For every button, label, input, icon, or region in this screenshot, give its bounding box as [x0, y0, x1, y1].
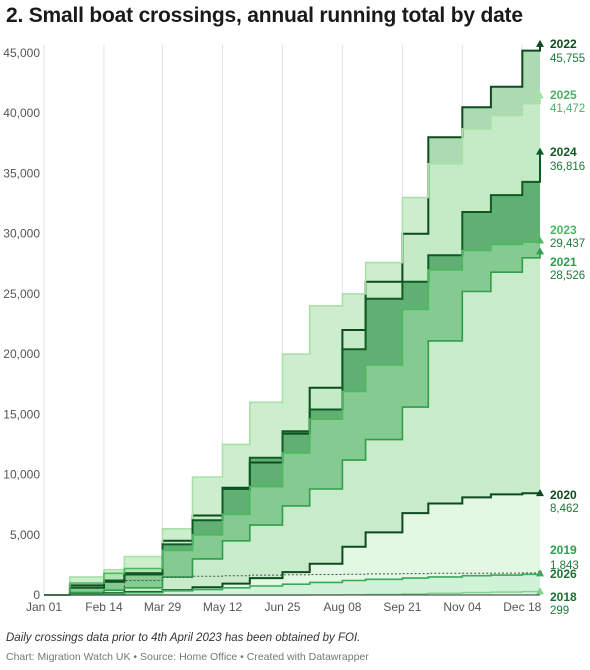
end-label-value-2024: 36,816: [550, 161, 585, 173]
chart-credit: Chart: Migration Watch UK • Source: Home…: [6, 651, 369, 663]
x-tick-label: Dec 18: [503, 600, 541, 614]
end-marker-2018: [536, 587, 544, 595]
end-marker-2021: [536, 247, 544, 255]
end-label-value-2022: 45,755: [550, 53, 585, 65]
series-line-2026: [44, 573, 541, 596]
x-tick-label: May 12: [203, 600, 243, 614]
y-tick-label: 5,000: [10, 528, 40, 542]
end-label-name-2025: 2025: [550, 88, 577, 102]
x-tick-label: Jun 25: [264, 600, 300, 614]
y-tick-label: 20,000: [3, 347, 40, 361]
y-tick-label: 35,000: [3, 166, 40, 180]
x-tick-label: Jan 01: [26, 600, 62, 614]
x-tick-label: Sep 21: [383, 600, 421, 614]
end-label-name-2021: 2021: [550, 255, 577, 269]
end-label-value-2021: 28,526: [550, 270, 585, 282]
y-tick-label: 40,000: [3, 106, 40, 120]
series-line-2019: [44, 572, 541, 596]
end-marker-2024: [536, 147, 544, 155]
end-label-value-2018: 299: [550, 605, 569, 617]
x-tick-label: Nov 04: [443, 600, 481, 614]
end-label-name-2018: 2018: [550, 590, 577, 604]
y-tick-label: 45,000: [3, 46, 40, 60]
end-label-value-2025: 41,472: [550, 103, 585, 115]
series-area-2021: [44, 251, 540, 595]
end-label-value-2019: 1,843: [550, 560, 579, 572]
x-tick-label: Aug 08: [323, 600, 361, 614]
end-marker-2022: [536, 39, 544, 47]
end-marker-2025: [536, 91, 544, 99]
chart-note: Daily crossings data prior to 4th April …: [6, 632, 361, 644]
end-label-name-2024: 2024: [550, 145, 577, 159]
series-area-2020: [44, 493, 540, 595]
y-tick-label: 15,000: [3, 407, 40, 421]
end-label-name-2023: 2023: [550, 223, 577, 237]
chart-title: 2. Small boat crossings, annual running …: [6, 4, 523, 27]
end-label-name-2026: 2026: [550, 567, 577, 581]
y-tick-label: 30,000: [3, 227, 40, 241]
y-tick-label: 25,000: [3, 287, 40, 301]
y-tick-label: 0: [33, 588, 40, 602]
series-line-2021: [44, 251, 541, 596]
y-tick-label: 10,000: [3, 468, 40, 482]
series-line-2023: [44, 240, 541, 596]
end-label-value-2023: 29,437: [550, 238, 585, 250]
x-tick-label: Feb 14: [85, 600, 123, 614]
end-label-value-2020: 8,462: [550, 503, 579, 515]
end-label-name-2022: 2022: [550, 37, 577, 51]
chart-canvas: Jan 01 Feb 14 Mar 29 May 12 Jun 25 Aug 08 Sep …: [3, 37, 585, 617]
end-marker-2026: [536, 569, 544, 577]
end-label-name-2020: 2020: [550, 488, 577, 502]
x-tick-label: Mar 29: [144, 600, 182, 614]
end-label-name-2019: 2019: [550, 543, 577, 557]
end-marker-2023: [536, 236, 544, 244]
series-line-2025: [44, 95, 541, 596]
end-marker-2020: [536, 489, 544, 497]
